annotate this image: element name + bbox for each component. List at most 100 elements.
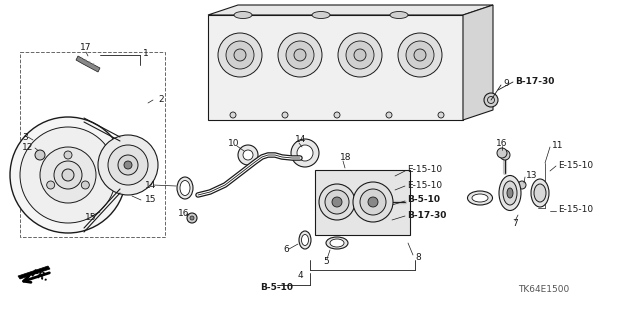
Text: B-17-30: B-17-30 bbox=[407, 211, 446, 219]
Circle shape bbox=[354, 49, 366, 61]
Circle shape bbox=[488, 97, 495, 103]
Polygon shape bbox=[76, 56, 100, 72]
Text: 16: 16 bbox=[496, 138, 508, 147]
Ellipse shape bbox=[531, 179, 549, 207]
Circle shape bbox=[35, 150, 45, 160]
Ellipse shape bbox=[472, 194, 488, 202]
Circle shape bbox=[360, 189, 386, 215]
Circle shape bbox=[368, 197, 378, 207]
Circle shape bbox=[40, 147, 96, 203]
Text: E-15-10: E-15-10 bbox=[407, 166, 442, 174]
Circle shape bbox=[54, 161, 82, 189]
Circle shape bbox=[108, 145, 148, 185]
Text: 7: 7 bbox=[512, 219, 518, 227]
Circle shape bbox=[98, 135, 158, 195]
Text: 15: 15 bbox=[85, 213, 97, 222]
Text: 9: 9 bbox=[503, 78, 509, 87]
Circle shape bbox=[278, 33, 322, 77]
Text: E-15-10: E-15-10 bbox=[558, 160, 593, 169]
Text: 5: 5 bbox=[323, 256, 329, 265]
Circle shape bbox=[218, 33, 262, 77]
Circle shape bbox=[334, 112, 340, 118]
Text: 2: 2 bbox=[158, 95, 164, 105]
Circle shape bbox=[286, 41, 314, 69]
Ellipse shape bbox=[467, 191, 493, 205]
Circle shape bbox=[243, 150, 253, 160]
Text: 14: 14 bbox=[295, 136, 307, 145]
Text: 4: 4 bbox=[298, 271, 303, 279]
Circle shape bbox=[64, 151, 72, 159]
Circle shape bbox=[234, 49, 246, 61]
Text: 15: 15 bbox=[145, 196, 157, 204]
Text: 12: 12 bbox=[22, 144, 33, 152]
Circle shape bbox=[190, 216, 194, 220]
Circle shape bbox=[484, 93, 498, 107]
Circle shape bbox=[187, 213, 197, 223]
Circle shape bbox=[398, 33, 442, 77]
Text: B-17-30: B-17-30 bbox=[515, 78, 554, 86]
Text: 18: 18 bbox=[340, 153, 351, 162]
Ellipse shape bbox=[390, 11, 408, 19]
Text: E-15-10: E-15-10 bbox=[407, 181, 442, 189]
Ellipse shape bbox=[326, 237, 348, 249]
Ellipse shape bbox=[180, 181, 190, 196]
Ellipse shape bbox=[312, 11, 330, 19]
Circle shape bbox=[10, 117, 126, 233]
Text: 3: 3 bbox=[22, 132, 28, 142]
Ellipse shape bbox=[177, 177, 193, 199]
Text: 17: 17 bbox=[80, 43, 92, 53]
Circle shape bbox=[124, 161, 132, 169]
Ellipse shape bbox=[299, 231, 311, 249]
Text: 1: 1 bbox=[143, 48, 148, 57]
Text: FR.: FR. bbox=[30, 269, 50, 284]
Text: FR.: FR. bbox=[30, 264, 45, 273]
Circle shape bbox=[500, 150, 510, 160]
Circle shape bbox=[282, 112, 288, 118]
Circle shape bbox=[118, 155, 138, 175]
Circle shape bbox=[325, 190, 349, 214]
Circle shape bbox=[386, 112, 392, 118]
Circle shape bbox=[230, 112, 236, 118]
Circle shape bbox=[62, 169, 74, 181]
Ellipse shape bbox=[234, 11, 252, 19]
Ellipse shape bbox=[499, 175, 521, 211]
Circle shape bbox=[346, 41, 374, 69]
Circle shape bbox=[291, 139, 319, 167]
Ellipse shape bbox=[507, 188, 513, 198]
Polygon shape bbox=[18, 266, 50, 279]
Text: B-5-10: B-5-10 bbox=[407, 196, 440, 204]
Text: 8: 8 bbox=[415, 253, 420, 262]
Circle shape bbox=[518, 181, 526, 189]
Circle shape bbox=[319, 184, 355, 220]
Polygon shape bbox=[315, 170, 410, 235]
Circle shape bbox=[338, 33, 382, 77]
Ellipse shape bbox=[534, 184, 546, 202]
Bar bbox=[208, 15, 463, 120]
Circle shape bbox=[81, 181, 90, 189]
Circle shape bbox=[20, 127, 116, 223]
Circle shape bbox=[406, 41, 434, 69]
Polygon shape bbox=[208, 5, 493, 15]
Circle shape bbox=[414, 49, 426, 61]
Text: 11: 11 bbox=[552, 140, 563, 150]
Circle shape bbox=[438, 112, 444, 118]
Text: TK64E1500: TK64E1500 bbox=[518, 286, 569, 294]
Text: 6: 6 bbox=[283, 246, 289, 255]
Ellipse shape bbox=[503, 181, 517, 205]
Text: 14: 14 bbox=[145, 181, 156, 189]
Bar bbox=[20, 52, 165, 237]
Text: B-5-10: B-5-10 bbox=[260, 283, 293, 292]
Circle shape bbox=[332, 197, 342, 207]
Circle shape bbox=[47, 181, 54, 189]
Circle shape bbox=[238, 145, 258, 165]
Circle shape bbox=[297, 145, 313, 161]
Text: E-15-10: E-15-10 bbox=[558, 205, 593, 214]
Circle shape bbox=[497, 148, 507, 158]
Polygon shape bbox=[463, 5, 493, 120]
Ellipse shape bbox=[330, 239, 344, 247]
Text: 13: 13 bbox=[526, 170, 538, 180]
Circle shape bbox=[294, 49, 306, 61]
Text: 10: 10 bbox=[228, 138, 239, 147]
Circle shape bbox=[353, 182, 393, 222]
Circle shape bbox=[226, 41, 254, 69]
